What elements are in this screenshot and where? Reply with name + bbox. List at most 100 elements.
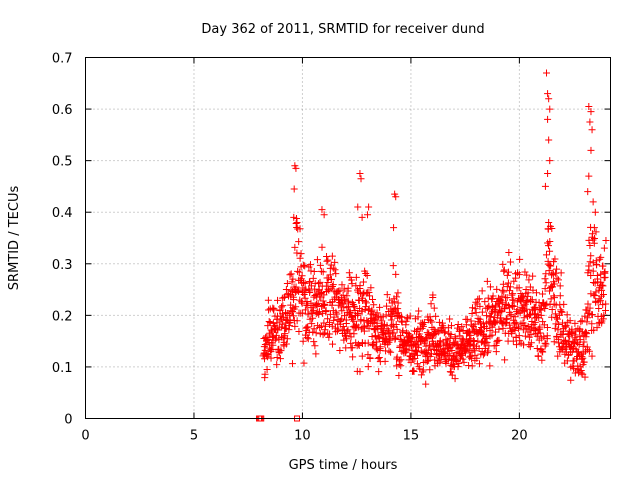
data-point <box>350 303 358 311</box>
data-point <box>397 332 405 340</box>
data-point <box>436 359 444 367</box>
data-point <box>447 322 455 330</box>
data-point <box>584 188 592 196</box>
y-tick-label: 0.7 <box>52 52 73 67</box>
data-point <box>537 311 545 319</box>
data-point <box>409 367 417 375</box>
data-point <box>282 340 290 348</box>
data-point <box>283 335 291 343</box>
data-point <box>576 362 584 370</box>
data-point <box>595 304 603 312</box>
data-point <box>329 340 337 348</box>
data-point <box>326 330 334 338</box>
data-point <box>495 336 503 344</box>
data-point <box>319 331 327 339</box>
data-point <box>427 300 435 308</box>
data-point <box>599 290 607 298</box>
data-point <box>589 279 597 287</box>
data-point <box>566 343 574 351</box>
data-point <box>318 206 326 214</box>
data-point <box>534 352 542 360</box>
data-point <box>588 352 596 360</box>
data-point <box>312 350 320 358</box>
data-point <box>598 281 606 289</box>
data-point <box>347 333 355 341</box>
data-point <box>371 315 379 323</box>
data-point <box>397 362 405 370</box>
data-point <box>420 319 428 327</box>
data-point <box>350 317 358 325</box>
data-point <box>283 280 291 288</box>
data-point <box>356 170 364 178</box>
data-point <box>364 211 372 219</box>
data-point <box>510 296 518 304</box>
data-point <box>509 337 517 345</box>
data-point <box>350 330 358 338</box>
data-point <box>523 305 531 313</box>
data-point <box>426 316 434 324</box>
data-point <box>511 313 519 321</box>
data-point <box>414 313 422 321</box>
data-point <box>340 303 348 311</box>
data-point <box>451 375 459 383</box>
data-point <box>304 335 312 343</box>
data-point <box>484 347 492 355</box>
data-point <box>583 318 591 326</box>
data-point <box>472 309 480 317</box>
data-point <box>555 335 563 343</box>
data-point <box>460 358 468 366</box>
data-point <box>515 271 523 279</box>
data-point <box>281 293 289 301</box>
data-point <box>311 285 319 293</box>
data-point <box>499 260 507 268</box>
x-tick-label: 5 <box>190 429 198 444</box>
data-point <box>332 270 340 278</box>
data-point <box>273 361 281 369</box>
data-point <box>397 356 405 364</box>
data-point <box>512 333 520 341</box>
data-point <box>523 296 531 304</box>
data-point <box>338 281 346 289</box>
data-point <box>325 333 333 341</box>
data-point <box>446 368 454 376</box>
data-point <box>580 338 588 346</box>
data-point <box>427 350 435 358</box>
data-point <box>285 322 293 330</box>
data-point <box>376 343 384 351</box>
data-point <box>286 271 294 279</box>
data-point <box>526 343 534 351</box>
data-point <box>395 357 403 365</box>
data-point <box>451 356 459 364</box>
data-point <box>498 299 506 307</box>
data-point <box>575 341 583 349</box>
data-point <box>536 323 544 331</box>
data-point <box>341 296 349 304</box>
data-point <box>308 308 316 316</box>
data-point <box>539 290 547 298</box>
data-point <box>455 359 463 367</box>
data-point <box>389 262 397 270</box>
data-point <box>583 330 591 338</box>
data-point <box>348 280 356 288</box>
data-point <box>541 339 549 347</box>
data-point <box>348 313 356 321</box>
data-point <box>462 345 470 353</box>
data-point <box>543 335 551 343</box>
data-point <box>545 219 553 227</box>
data-point <box>567 376 575 384</box>
data-point <box>345 299 353 307</box>
data-point <box>585 102 593 110</box>
data-point <box>324 315 332 323</box>
data-point <box>500 267 508 275</box>
data-point <box>536 329 544 337</box>
data-point <box>312 329 320 337</box>
data-point <box>365 203 373 211</box>
data-point <box>311 342 319 350</box>
data-point <box>315 280 323 288</box>
grid <box>85 57 611 419</box>
data-point <box>342 332 350 340</box>
data-point <box>459 340 467 348</box>
data-point <box>582 329 590 337</box>
data-point <box>566 317 574 325</box>
data-point <box>321 326 329 334</box>
